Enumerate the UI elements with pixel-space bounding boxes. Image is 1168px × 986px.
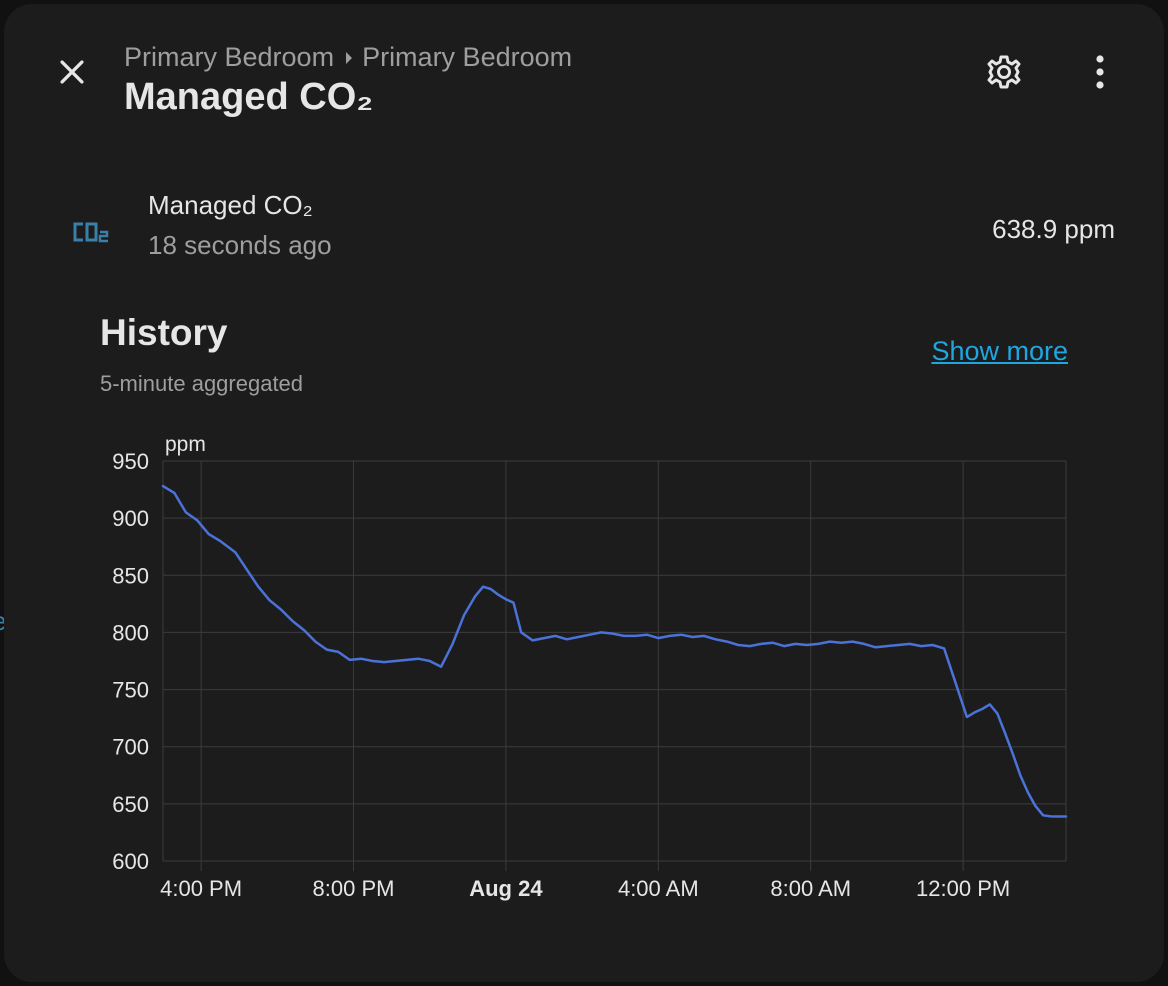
entity-state: 638.9 ppm	[992, 214, 1115, 244]
x-tick-label: 8:00 AM	[770, 876, 851, 901]
y-tick-label: 950	[112, 449, 149, 474]
history-chart[interactable]: ppm 950 900 850 800 750 700 650 600 4:00 PM 8:00 P…	[4, 4, 1164, 982]
y-tick-label: 850	[112, 563, 149, 588]
more-options-button[interactable]	[1076, 48, 1124, 100]
co2-icon	[72, 218, 112, 248]
y-tick-label: 800	[112, 620, 149, 645]
more-info-dialog: Primary Bedroom Primary Bedroom Managed …	[4, 4, 1164, 982]
x-tick-label: 8:00 PM	[313, 876, 395, 901]
y-tick-label: 750	[112, 678, 149, 703]
breadcrumb-device: Primary Bedroom	[362, 42, 573, 72]
breadcrumb: Primary Bedroom Primary Bedroom	[124, 42, 572, 73]
breadcrumb-area: Primary Bedroom	[124, 42, 335, 72]
y-tick-label: 700	[112, 735, 149, 760]
last-updated: 18 seconds ago	[148, 230, 332, 260]
gear-icon	[984, 52, 1024, 97]
more-vertical-icon	[1094, 54, 1106, 95]
x-tick-label: Aug 24	[469, 876, 543, 901]
y-tick-label: 650	[112, 792, 149, 817]
x-tick-label: 4:00 AM	[618, 876, 699, 901]
y-tick-label: 600	[112, 849, 149, 874]
x-tick-label: 12:00 PM	[916, 876, 1010, 901]
page-title: Managed CO₂	[124, 76, 374, 118]
close-icon	[55, 55, 89, 94]
background-fragment: e	[0, 606, 6, 637]
y-axis-unit-label: ppm	[165, 433, 206, 456]
settings-button[interactable]	[978, 48, 1030, 100]
series-line-0	[161, 484, 1068, 818]
history-subtitle: 5-minute aggregated	[100, 371, 304, 396]
show-more-link[interactable]: Show more	[931, 336, 1068, 366]
chevron-right-icon	[344, 51, 354, 65]
history-heading: History	[100, 312, 228, 353]
close-button[interactable]	[48, 50, 96, 98]
entity-name: Managed CO₂	[148, 190, 313, 220]
x-tick-label: 4:00 PM	[160, 876, 242, 901]
y-tick-label: 900	[112, 506, 149, 531]
